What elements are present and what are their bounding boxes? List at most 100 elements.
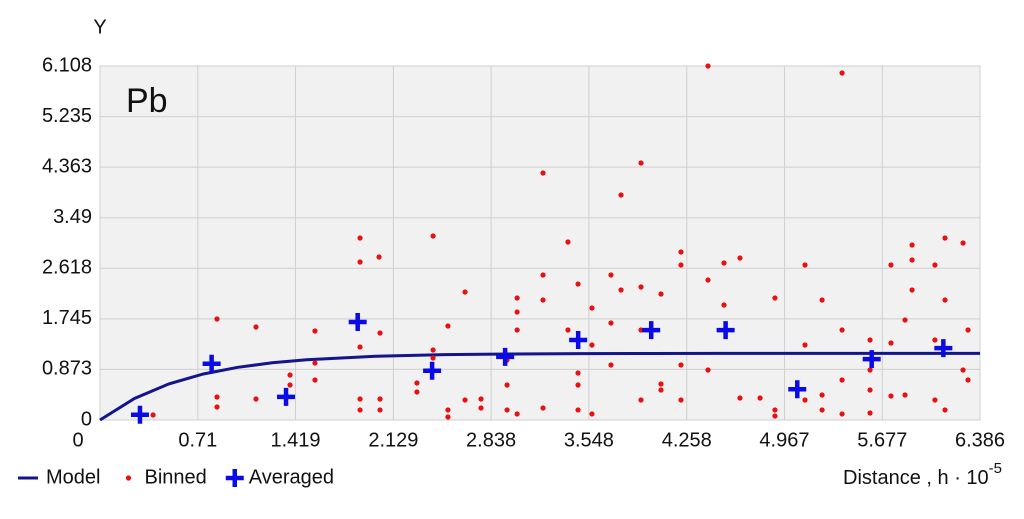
binned-point xyxy=(462,397,468,403)
binned-point xyxy=(638,397,644,403)
y-tick-label: 4.363 xyxy=(42,155,92,177)
legend-label: Binned xyxy=(144,466,206,488)
binned-point xyxy=(888,262,894,268)
binned-point xyxy=(819,407,825,413)
binned-point xyxy=(608,320,614,326)
plus-marker xyxy=(130,405,149,424)
y-axis-label: Y xyxy=(93,16,106,38)
binned-point xyxy=(540,405,546,411)
binned-point xyxy=(737,255,743,261)
binned-point xyxy=(214,316,220,322)
plus-marker xyxy=(225,469,244,487)
chart-title: Pb xyxy=(126,82,168,120)
x-tick-label: 2.129 xyxy=(368,429,418,451)
legend: Model Binned Averaged xyxy=(18,466,334,488)
binned-point xyxy=(575,281,581,287)
binned-point xyxy=(932,397,938,403)
binned-point xyxy=(772,407,778,413)
binned-point xyxy=(658,387,664,393)
binned-point xyxy=(942,235,948,241)
binned-point xyxy=(253,324,259,330)
binned-point xyxy=(802,397,808,403)
x-tick-label: 3.548 xyxy=(564,429,614,451)
binned-point xyxy=(377,396,383,402)
plus-marker xyxy=(934,339,953,358)
binned-point xyxy=(902,392,908,398)
x-axis-label: Distance , h · 10-5 xyxy=(843,460,1002,489)
binned-point xyxy=(888,340,894,346)
x-axis-label-exponent: -5 xyxy=(989,460,1002,477)
binned-point xyxy=(514,309,520,315)
x-tick-label: 2.838 xyxy=(466,429,516,451)
y-tick-label: 5.235 xyxy=(42,105,92,127)
binned-point xyxy=(942,297,948,303)
binned-point xyxy=(638,284,644,290)
binned-point xyxy=(575,370,581,376)
y-tick-label: 6.108 xyxy=(42,54,92,76)
binned-point xyxy=(819,297,825,303)
binned-point xyxy=(357,344,363,350)
plus-marker xyxy=(348,313,367,332)
binned-point xyxy=(960,367,966,373)
binned-point xyxy=(575,382,581,388)
binned-point xyxy=(377,330,383,336)
binned-point xyxy=(514,327,520,333)
binned-point xyxy=(909,242,915,248)
plus-marker xyxy=(642,321,661,340)
binned-point xyxy=(721,260,727,266)
binned-point xyxy=(678,262,684,268)
binned-point xyxy=(757,395,763,401)
binned-point xyxy=(721,302,727,308)
plus-marker xyxy=(423,361,442,380)
binned-point xyxy=(540,272,546,278)
binned-point xyxy=(608,272,614,278)
binned-point xyxy=(960,240,966,246)
binned-point xyxy=(658,381,664,387)
binned-point xyxy=(618,192,624,198)
x-tick-label: 6.386 xyxy=(955,429,1005,451)
x-tick-label: 0.71 xyxy=(178,429,217,451)
binned-point xyxy=(867,337,873,343)
plus-marker xyxy=(716,321,735,340)
binned-point xyxy=(802,342,808,348)
binned-point xyxy=(540,297,546,303)
y-tick-label: 1.745 xyxy=(42,307,92,329)
binned-point xyxy=(445,414,451,420)
binned-point xyxy=(618,287,624,293)
binned-point xyxy=(214,394,220,400)
binned-point xyxy=(932,337,938,343)
y-tick-label: 3.49 xyxy=(53,206,92,228)
binned-point xyxy=(839,377,845,383)
binned-point xyxy=(430,233,436,239)
y-tick-label: 2.618 xyxy=(42,257,92,279)
binned-point xyxy=(678,249,684,255)
binned-point xyxy=(312,377,318,383)
binned-point xyxy=(514,411,520,417)
binned-point xyxy=(705,277,711,283)
binned-point xyxy=(478,396,484,402)
binned-point xyxy=(608,362,614,368)
binned-point xyxy=(414,380,420,386)
binned-point xyxy=(638,160,644,166)
binned-point xyxy=(514,295,520,301)
binned-point xyxy=(888,393,894,399)
binned-point xyxy=(772,295,778,301)
plus-marker xyxy=(277,387,296,406)
x-tick-label: 0 xyxy=(72,429,83,451)
legend-swatch xyxy=(125,475,132,481)
binned-point xyxy=(357,235,363,241)
binned-point xyxy=(565,239,571,245)
binned-point xyxy=(253,396,259,402)
binned-point xyxy=(839,411,845,417)
binned-point xyxy=(737,395,743,401)
binned-point xyxy=(287,382,293,388)
binned-point xyxy=(575,407,581,413)
binned-point xyxy=(445,323,451,329)
binned-point xyxy=(902,317,908,323)
binned-point xyxy=(150,412,156,418)
binned-point xyxy=(357,396,363,402)
binned-point xyxy=(565,327,571,333)
binned-point xyxy=(867,367,873,373)
binned-point xyxy=(942,407,948,413)
